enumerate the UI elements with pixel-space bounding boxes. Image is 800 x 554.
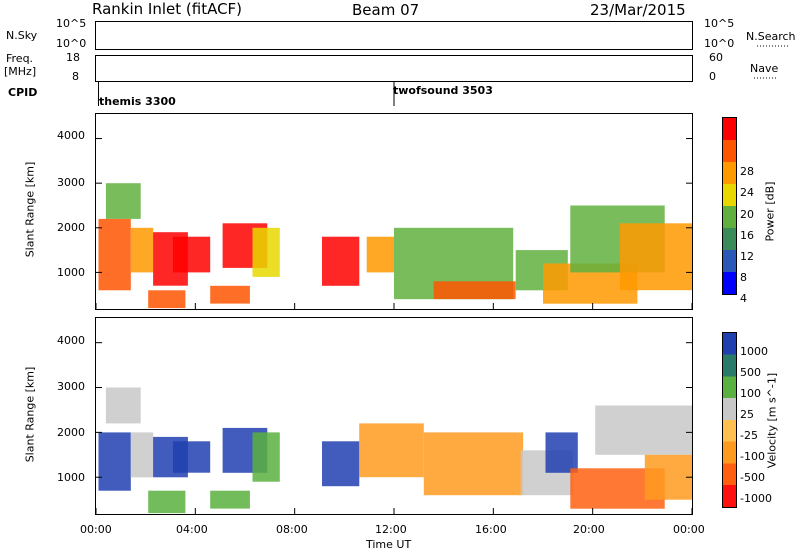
time-tick: 00:00: [673, 523, 705, 536]
time-axis-label: Time UT: [366, 538, 412, 551]
power-echo-region: [366, 236, 394, 273]
power-echo-region: [105, 183, 141, 219]
time-tick: 16:00: [475, 523, 507, 536]
velocity-echo-region: [105, 387, 141, 424]
cpid-label: CPID: [8, 86, 38, 99]
velocity-cb-tick: 1000: [740, 345, 768, 358]
freq-label: Freq.: [6, 52, 34, 65]
nsearch-tick-bottom: 10^0: [704, 37, 735, 50]
time-tick: 04:00: [176, 523, 208, 536]
power-cb-tick: 8: [740, 271, 747, 284]
power-colorbar: [722, 117, 737, 295]
power-ytick: 1000: [57, 266, 85, 279]
nave-tick-top: 60: [709, 51, 723, 64]
nave-label: Nave: [750, 62, 779, 75]
velocity-echo-region: [173, 441, 211, 473]
velocity-cb-tick: 100: [740, 387, 761, 400]
velocity-cb-tick: -100: [740, 450, 765, 463]
velocity-cb-tick: 25: [740, 408, 754, 421]
time-tick: 12:00: [375, 523, 407, 536]
station-title: Rankin Inlet (fitACF): [92, 0, 243, 18]
freq-tick-top: 18: [66, 51, 80, 64]
power-ytick: 3000: [57, 176, 85, 189]
freq-panel: [95, 55, 693, 82]
velocity-cb-tick: 500: [740, 366, 761, 379]
power-echo-region: [148, 290, 186, 309]
velocity-echo-region: [359, 423, 424, 478]
nsearch-label: N.Search: [746, 30, 796, 43]
nsearch-tick-top: 10^5: [704, 17, 735, 30]
cpid-mode-themis: themis 3300: [99, 95, 176, 108]
nsky-panel: [95, 21, 693, 50]
power-echo-region: [130, 227, 154, 273]
power-cb-tick: 24: [740, 186, 754, 199]
power-echo-region: [98, 218, 131, 291]
time-tick: 20:00: [573, 523, 605, 536]
power-echo-region: [322, 236, 360, 286]
velocity-ytick: 3000: [57, 380, 85, 393]
power-cb-tick: 20: [740, 208, 754, 221]
beam-title: Beam 07: [352, 1, 420, 19]
power-cb-tick: 28: [740, 165, 754, 178]
nsky-tick-bottom: 10^0: [56, 37, 87, 50]
velocity-echo-region: [644, 454, 692, 500]
velocity-ytick: 4000: [57, 334, 85, 347]
cpid-mode-twofsound: twofsound 3503: [393, 84, 493, 97]
nsky-tick-top: 10^5: [56, 17, 87, 30]
time-tick: 00:00: [80, 523, 112, 536]
power-echo-region: [433, 281, 516, 300]
velocity-cb-tick: -500: [740, 471, 765, 484]
power-echo-region: [173, 236, 211, 273]
power-ytick: 2000: [57, 221, 85, 234]
velocity-echo-region: [545, 432, 578, 473]
velocity-ytick: 2000: [57, 426, 85, 439]
velocity-cb-tick: -25: [740, 429, 758, 442]
velocity-ytick: 1000: [57, 471, 85, 484]
power-cb-tick: 16: [740, 229, 754, 242]
velocity-echo-region: [423, 432, 524, 496]
velocity-echo-region: [322, 441, 360, 487]
velocity-colorbar: [722, 332, 737, 508]
velocity-cb-tick: -1000: [740, 492, 772, 505]
freq-unit-label: [MHz]: [4, 65, 37, 78]
velocity-echo-region: [595, 405, 692, 455]
velocity-echo-region: [148, 490, 186, 514]
power-cb-tick: 4: [740, 292, 747, 305]
power-ytick: 4000: [57, 129, 85, 142]
velocity-echo-region: [98, 432, 131, 491]
freq-tick-bottom: 8: [72, 70, 79, 83]
power-echo-region: [620, 223, 692, 291]
nsky-label: N.Sky: [6, 29, 38, 42]
velocity-echo-region: [252, 432, 280, 482]
nave-tick-bottom: 0: [709, 70, 716, 83]
power-echo-region: [252, 227, 280, 277]
date-title: 23/Mar/2015: [590, 1, 686, 19]
power-echo-region: [210, 285, 250, 304]
velocity-echo-region: [210, 490, 250, 509]
power-cb-tick: 12: [740, 250, 754, 263]
time-tick: 08:00: [276, 523, 308, 536]
velocity-echo-region: [130, 432, 154, 478]
